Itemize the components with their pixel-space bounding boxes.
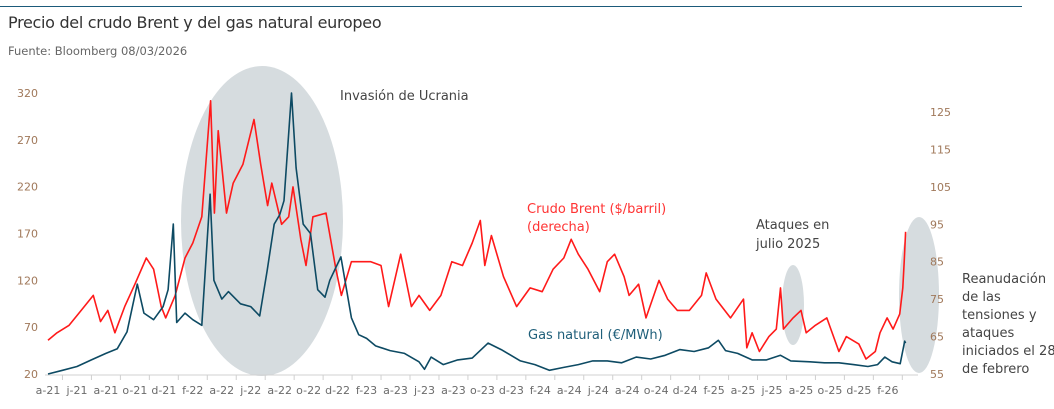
- annotation-feb-2: de las: [962, 290, 1001, 305]
- x-tick-label: f-23: [356, 384, 377, 397]
- annotation-feb-3: tensiones y: [962, 308, 1037, 323]
- x-tick-label: a-21: [36, 384, 61, 397]
- y-left-tick-label: 220: [17, 181, 38, 194]
- x-tick-label: f-22: [182, 384, 203, 397]
- x-tick-label: j-25: [760, 384, 782, 397]
- annotation-feb-5: iniciados el 28: [962, 344, 1054, 359]
- annotation-brent-1: Crudo Brent ($/barril): [527, 202, 666, 217]
- x-tick-label: j-24: [587, 384, 609, 397]
- x-tick-label: j-22: [239, 384, 261, 397]
- y-left-tick-label: 270: [17, 134, 38, 147]
- highlight-invasion: [181, 66, 343, 376]
- x-tick-label: a-21: [94, 384, 119, 397]
- top-rule: [0, 6, 1022, 7]
- y-left-tick-label: 170: [17, 228, 38, 241]
- x-tick-label: f-26: [877, 384, 898, 397]
- annotation-feb-1: Reanudación: [962, 272, 1046, 287]
- x-tick-label: j-21: [65, 384, 87, 397]
- y-right-tick-label: 105: [930, 181, 951, 194]
- x-tick-label: a-24: [615, 384, 640, 397]
- x-tick-label: a-23: [383, 384, 408, 397]
- x-tick-label: d-25: [846, 384, 871, 397]
- x-tick-label: a-25: [731, 384, 756, 397]
- y-right-tick-label: 55: [930, 368, 944, 381]
- annotation-july-1: Ataques en: [756, 218, 829, 233]
- x-tick-label: j-23: [413, 384, 435, 397]
- x-tick-label: a-22: [209, 384, 234, 397]
- x-tick-label: o-25: [817, 384, 842, 397]
- annotation-july-2: julio 2025: [755, 237, 820, 252]
- y-left-tick-label: 20: [24, 368, 38, 381]
- y-right-tick-label: 115: [930, 143, 951, 156]
- annotation-gas: Gas natural (€/MWh): [528, 328, 663, 343]
- chart-source: Fuente: Bloomberg 08/03/2026: [8, 44, 188, 58]
- x-tick-label: a-25: [789, 384, 814, 397]
- y-right-tick-label: 75: [930, 293, 944, 306]
- y-right-tick-label: 125: [930, 106, 951, 119]
- x-tick-label: a-22: [267, 384, 292, 397]
- chart-title: Precio del crudo Brent y del gas natural…: [8, 13, 382, 32]
- x-tick-label: d-22: [325, 384, 350, 397]
- y-right-tick-label: 95: [930, 218, 944, 231]
- brent-line: [47, 100, 907, 360]
- annotation-feb-4: ataques: [962, 326, 1015, 341]
- x-tick-label: o-21: [122, 384, 147, 397]
- x-tick-label: f-24: [530, 384, 551, 397]
- highlight-feb-2026: [899, 217, 939, 373]
- x-tick-label: a-24: [557, 384, 582, 397]
- annotation-brent-2: (derecha): [527, 220, 590, 235]
- x-tick-label: f-25: [703, 384, 724, 397]
- x-tick-label: a-23: [441, 384, 466, 397]
- x-tick-label: o-22: [296, 384, 321, 397]
- highlight-july-2025: [782, 265, 804, 345]
- x-tick-label: o-23: [470, 384, 495, 397]
- y-right-tick-label: 85: [930, 256, 944, 269]
- x-tick-label: d-21: [151, 384, 176, 397]
- annotation-feb-6: de febrero: [962, 362, 1029, 377]
- y-right-tick-label: 65: [930, 331, 944, 344]
- x-tick-label: d-24: [673, 384, 698, 397]
- y-left-tick-label: 70: [24, 321, 38, 334]
- x-tick-label: d-23: [499, 384, 524, 397]
- x-tick-label: o-24: [644, 384, 669, 397]
- y-left-tick-label: 120: [17, 274, 38, 287]
- annotation-invasion: Invasión de Ucrania: [340, 89, 469, 104]
- gas-line: [47, 92, 907, 375]
- y-left-tick-label: 320: [17, 87, 38, 100]
